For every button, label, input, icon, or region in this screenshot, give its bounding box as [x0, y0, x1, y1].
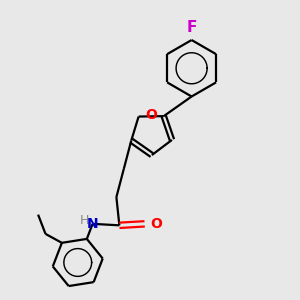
Text: H: H [80, 214, 89, 227]
Text: O: O [145, 108, 157, 122]
Text: O: O [150, 217, 162, 231]
Text: F: F [186, 20, 197, 35]
Text: N: N [87, 217, 98, 231]
